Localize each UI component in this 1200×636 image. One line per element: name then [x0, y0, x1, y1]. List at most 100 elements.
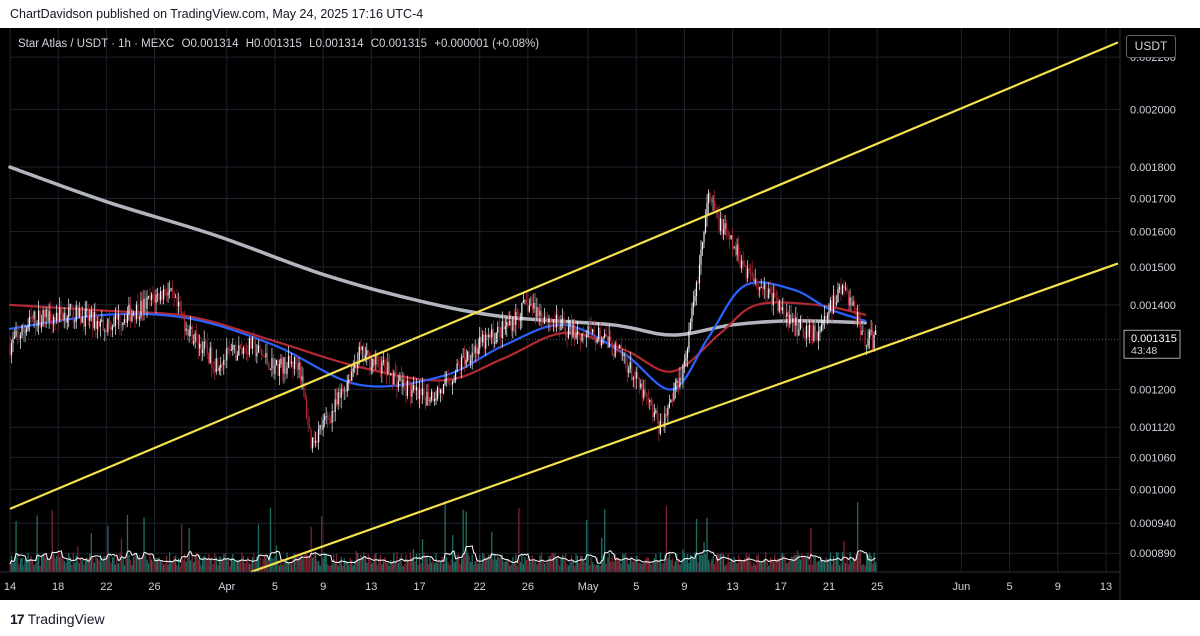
candle-body [140, 300, 142, 318]
candle-body [835, 302, 838, 305]
candle-body [239, 345, 241, 348]
candle-body [455, 371, 457, 381]
candle-body [405, 380, 407, 396]
volume-bar [555, 557, 558, 572]
volume-bar [412, 549, 415, 572]
publish-header: ChartDavidson published on TradingView.c… [0, 0, 1200, 28]
candle-body [384, 360, 386, 369]
volume-bar [241, 552, 243, 572]
volume-bar [661, 563, 663, 572]
volume-bar [33, 564, 35, 572]
volume-bar [474, 561, 476, 572]
candle-body [725, 223, 728, 231]
channel-upper-line[interactable] [9, 41, 1119, 510]
volume-bar [269, 507, 272, 572]
currency-button[interactable]: USDT [1126, 35, 1176, 58]
volume-bar [441, 556, 443, 572]
candle-body [22, 324, 25, 332]
volume-bar [467, 552, 469, 572]
volume-bar [95, 557, 97, 572]
volume-bar [772, 561, 774, 572]
volume-bar [598, 564, 600, 572]
candle-body [436, 387, 439, 399]
volume-bar [641, 563, 643, 572]
volume-bar [783, 554, 785, 572]
candle-body [852, 301, 854, 306]
volume-bar [364, 557, 366, 572]
candle-body [742, 260, 744, 265]
volume-bar [727, 553, 729, 572]
candle-body [652, 405, 654, 418]
candle-body [623, 354, 625, 356]
legend-symbol[interactable]: Star Atlas / USDT · 1h · MEXC [18, 38, 175, 50]
candle-body [787, 312, 789, 325]
channel-lower-line[interactable] [250, 262, 1119, 574]
volume-bar [718, 554, 720, 572]
volume-bar [328, 565, 330, 572]
volume-bar [393, 552, 395, 572]
volume-bar [432, 558, 434, 572]
volume-bar [57, 552, 59, 572]
volume-bar [579, 555, 582, 572]
volume-bar [93, 562, 96, 572]
candle-body [408, 380, 410, 384]
candle-body [464, 356, 466, 365]
candle-body [229, 348, 231, 351]
volume-bar [418, 553, 421, 572]
candle-body [292, 361, 294, 369]
volume-bar [217, 565, 219, 572]
volume-bar [16, 553, 19, 572]
chart-area[interactable]: 0.002200 0.002000 0.001800 0.001700 0.001600… [0, 28, 1200, 600]
volume-bar [735, 559, 737, 572]
volume-bar [769, 557, 771, 572]
candle-body [637, 372, 639, 378]
volume-bar [823, 560, 826, 572]
volume-bar [775, 559, 777, 572]
candle-body [132, 314, 135, 315]
candle-body [400, 376, 403, 388]
candle-body [712, 200, 714, 202]
candle-body [235, 345, 237, 361]
volume-bar [99, 554, 102, 572]
candle-body [518, 313, 520, 321]
volume-bar [424, 556, 427, 572]
volume-bar [601, 537, 603, 572]
volume-bar [573, 565, 576, 572]
volume-bar [500, 556, 502, 572]
volume-bar [86, 557, 88, 572]
candle-body [468, 351, 470, 363]
volume-bar [667, 557, 669, 572]
volume-bar [753, 562, 755, 572]
volume-bar [563, 556, 565, 572]
volume-bar [125, 554, 127, 572]
volume-bar [108, 555, 111, 572]
volume-bar [34, 562, 37, 572]
volume-bar [226, 558, 228, 572]
volume-bar [185, 561, 187, 572]
candle-body [403, 379, 406, 381]
volume-bar [470, 561, 472, 572]
volume-bar [507, 559, 509, 572]
channel-lines[interactable] [9, 41, 1119, 574]
candle-body [732, 235, 734, 248]
candle-body [274, 365, 276, 374]
volume-bar [561, 554, 564, 572]
volume-bar [695, 518, 698, 572]
volume-bar [832, 556, 835, 572]
volume-bar [528, 555, 531, 572]
y-tick-label: 0.001060 [1130, 452, 1176, 464]
price-chart[interactable]: 0.0022000.0020000.0018000.0017000.001600… [0, 28, 1200, 600]
volume-bar [116, 553, 118, 572]
tradingview-logo[interactable]: 17 TradingView [10, 611, 105, 627]
volume-bar [640, 563, 642, 572]
candle-body [230, 349, 232, 351]
volume-bar [248, 563, 251, 572]
candle-body [302, 376, 305, 389]
candle-body [181, 311, 183, 314]
volume-bar [725, 563, 728, 572]
candle-body [826, 315, 829, 320]
volume-bar [295, 554, 297, 572]
volume-bar [831, 564, 833, 572]
candle-body [60, 307, 62, 315]
volume-bar [152, 560, 154, 572]
